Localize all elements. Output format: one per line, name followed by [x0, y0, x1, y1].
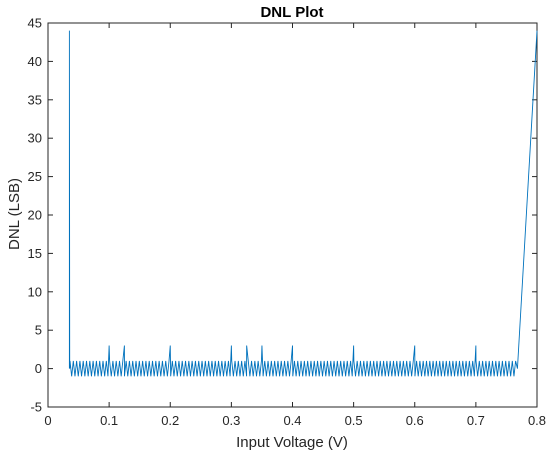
x-tick-label: 0.6 — [406, 413, 424, 428]
y-tick-label: 45 — [28, 16, 42, 31]
x-tick-label: 0.8 — [528, 413, 546, 428]
x-tick-label: 0.4 — [283, 413, 301, 428]
y-tick-label: 35 — [28, 92, 42, 107]
y-axis-label: DNL (LSB) — [6, 178, 23, 250]
x-tick-label: 0 — [44, 413, 51, 428]
y-tick-label: 15 — [28, 246, 42, 261]
x-tick-label: 0.2 — [161, 413, 179, 428]
y-tick-label: 30 — [28, 131, 42, 146]
y-tick-label: 20 — [28, 208, 42, 223]
y-tick-label: 5 — [35, 323, 42, 338]
chart-title: DNL Plot — [260, 4, 323, 21]
dnl-series-line — [69, 31, 537, 377]
y-tick-label: -5 — [30, 400, 42, 415]
x-tick-label: 0.7 — [467, 413, 485, 428]
y-tick-label: 25 — [28, 169, 42, 184]
x-tick-label: 0.5 — [345, 413, 363, 428]
x-tick-label: 0.3 — [222, 413, 240, 428]
x-tick-label: 0.1 — [100, 413, 118, 428]
y-tick-label: 40 — [28, 54, 42, 69]
series-group — [69, 31, 537, 377]
y-tick-label: 0 — [35, 361, 42, 376]
y-tick-label: 10 — [28, 284, 42, 299]
x-axis-label: Input Voltage (V) — [236, 434, 348, 451]
